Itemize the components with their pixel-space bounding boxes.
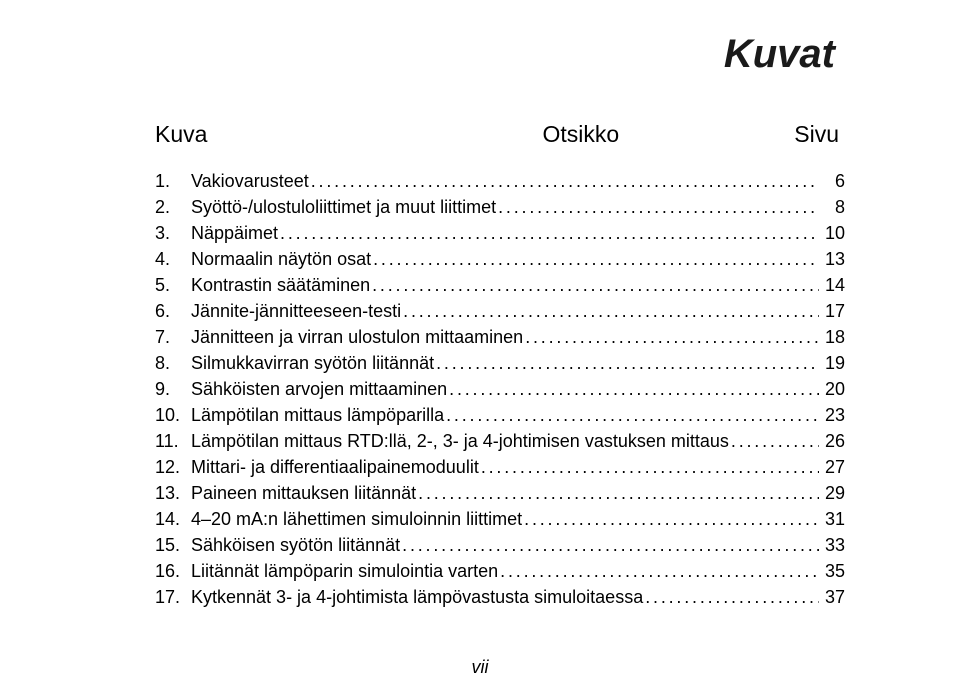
- toc-item-page: 37: [819, 584, 845, 610]
- toc-item-label: Lämpötilan mittaus RTD:llä, 2-, 3- ja 4-…: [191, 428, 729, 454]
- toc-item-page: 27: [819, 454, 845, 480]
- toc-item-number: 1.: [155, 168, 191, 194]
- toc-item-label: 4–20 mA:n lähettimen simuloinnin liittim…: [191, 506, 522, 532]
- toc-item-page: 14: [819, 272, 845, 298]
- toc-row: 17.Kytkennät 3- ja 4-johtimista lämpövas…: [155, 584, 845, 610]
- toc-item-number: 3.: [155, 220, 191, 246]
- toc-item-label: Lämpötilan mittaus lämpöparilla: [191, 402, 444, 428]
- toc-item-label: Mittari- ja differentiaalipainemoduulit: [191, 454, 479, 480]
- toc-item-number: 8.: [155, 350, 191, 376]
- toc-item-label: Kytkennät 3- ja 4-johtimista lämpövastus…: [191, 584, 643, 610]
- toc-row: 10.Lämpötilan mittaus lämpöparilla......…: [155, 402, 845, 428]
- toc-item-page: 13: [819, 246, 845, 272]
- toc-row: 6.Jännite-jännitteeseen-testi...........…: [155, 298, 845, 324]
- toc-row: 3.Näppäimet.............................…: [155, 220, 845, 246]
- toc-row: 8.Silmukkavirran syötön liitännät.......…: [155, 350, 845, 376]
- toc-item-number: 11.: [155, 428, 191, 454]
- toc-item-label: Paineen mittauksen liitännät: [191, 480, 416, 506]
- toc-item-number: 7.: [155, 324, 191, 350]
- toc-item-page: 8: [819, 194, 845, 220]
- toc-dot-leader: ........................................…: [522, 506, 819, 532]
- toc-header-row: Kuva Otsikko Sivu: [155, 121, 845, 148]
- toc-row: 16.Liitännät lämpöparin simulointia vart…: [155, 558, 845, 584]
- toc-item-number: 13.: [155, 480, 191, 506]
- toc-dot-leader: ........................................…: [479, 454, 819, 480]
- toc-item-page: 10: [819, 220, 845, 246]
- toc-row: 13.Paineen mittauksen liitännät.........…: [155, 480, 845, 506]
- toc-list: 1.Vakiovarusteet........................…: [155, 168, 845, 610]
- toc-row: 14.4–20 mA:n lähettimen simuloinnin liit…: [155, 506, 845, 532]
- toc-item-page: 19: [819, 350, 845, 376]
- toc-item-label: Vakiovarusteet: [191, 168, 309, 194]
- toc-dot-leader: ........................................…: [370, 272, 819, 298]
- toc-item-page: 6: [819, 168, 845, 194]
- toc-dot-leader: ........................................…: [401, 298, 819, 324]
- toc-dot-leader: ........................................…: [496, 194, 819, 220]
- toc-row: 2.Syöttö-/ulostuloliittimet ja muut liit…: [155, 194, 845, 220]
- toc-header-col2: Otsikko: [543, 121, 620, 148]
- toc-item-number: 10.: [155, 402, 191, 428]
- toc-row: 4.Normaalin näytön osat.................…: [155, 246, 845, 272]
- toc-dot-leader: ........................................…: [400, 532, 819, 558]
- toc-item-number: 12.: [155, 454, 191, 480]
- toc-row: 15.Sähköisen syötön liitännät...........…: [155, 532, 845, 558]
- toc-item-page: 29: [819, 480, 845, 506]
- toc-item-page: 20: [819, 376, 845, 402]
- toc-row: 1.Vakiovarusteet........................…: [155, 168, 845, 194]
- toc-row: 11.Lämpötilan mittaus RTD:llä, 2-, 3- ja…: [155, 428, 845, 454]
- toc-item-label: Syöttö-/ulostuloliittimet ja muut liitti…: [191, 194, 496, 220]
- toc-item-page: 23: [819, 402, 845, 428]
- toc-item-label: Jännite-jännitteeseen-testi: [191, 298, 401, 324]
- toc-item-page: 18: [819, 324, 845, 350]
- toc-dot-leader: ........................................…: [498, 558, 819, 584]
- page-title: Kuvat: [155, 32, 845, 77]
- toc-item-number: 16.: [155, 558, 191, 584]
- toc-item-number: 17.: [155, 584, 191, 610]
- toc-dot-leader: ........................................…: [434, 350, 819, 376]
- toc-item-label: Sähköisten arvojen mittaaminen: [191, 376, 447, 402]
- toc-dot-leader: ........................................…: [444, 402, 819, 428]
- toc-item-page: 35: [819, 558, 845, 584]
- toc-item-number: 2.: [155, 194, 191, 220]
- toc-header-col3: Sivu: [794, 121, 839, 148]
- toc-item-number: 4.: [155, 246, 191, 272]
- toc-dot-leader: ........................................…: [447, 376, 819, 402]
- document-page: Kuvat Kuva Otsikko Sivu 1.Vakiovarusteet…: [0, 0, 960, 696]
- toc-dot-leader: ........................................…: [523, 324, 819, 350]
- toc-row: 12.Mittari- ja differentiaalipainemoduul…: [155, 454, 845, 480]
- toc-row: 7.Jännitteen ja virran ulostulon mittaam…: [155, 324, 845, 350]
- toc-item-label: Jännitteen ja virran ulostulon mittaamin…: [191, 324, 523, 350]
- toc-header-col1: Kuva: [155, 121, 207, 148]
- toc-item-label: Näppäimet: [191, 220, 278, 246]
- toc-row: 5.Kontrastin säätäminen.................…: [155, 272, 845, 298]
- toc-item-number: 15.: [155, 532, 191, 558]
- toc-item-number: 9.: [155, 376, 191, 402]
- toc-item-page: 26: [819, 428, 845, 454]
- toc-item-number: 6.: [155, 298, 191, 324]
- toc-item-page: 33: [819, 532, 845, 558]
- toc-dot-leader: ........................................…: [278, 220, 819, 246]
- toc-item-label: Kontrastin säätäminen: [191, 272, 370, 298]
- toc-row: 9.Sähköisten arvojen mittaaminen........…: [155, 376, 845, 402]
- toc-item-page: 31: [819, 506, 845, 532]
- toc-dot-leader: ........................................…: [416, 480, 819, 506]
- toc-dot-leader: ........................................…: [643, 584, 819, 610]
- toc-item-number: 14.: [155, 506, 191, 532]
- toc-item-page: 17: [819, 298, 845, 324]
- toc-item-label: Sähköisen syötön liitännät: [191, 532, 400, 558]
- toc-item-number: 5.: [155, 272, 191, 298]
- toc-item-label: Liitännät lämpöparin simulointia varten: [191, 558, 498, 584]
- toc-item-label: Normaalin näytön osat: [191, 246, 371, 272]
- toc-dot-leader: ........................................…: [729, 428, 819, 454]
- toc-item-label: Silmukkavirran syötön liitännät: [191, 350, 434, 376]
- toc-dot-leader: ........................................…: [371, 246, 819, 272]
- toc-dot-leader: ........................................…: [309, 168, 819, 194]
- page-number: vii: [0, 657, 960, 678]
